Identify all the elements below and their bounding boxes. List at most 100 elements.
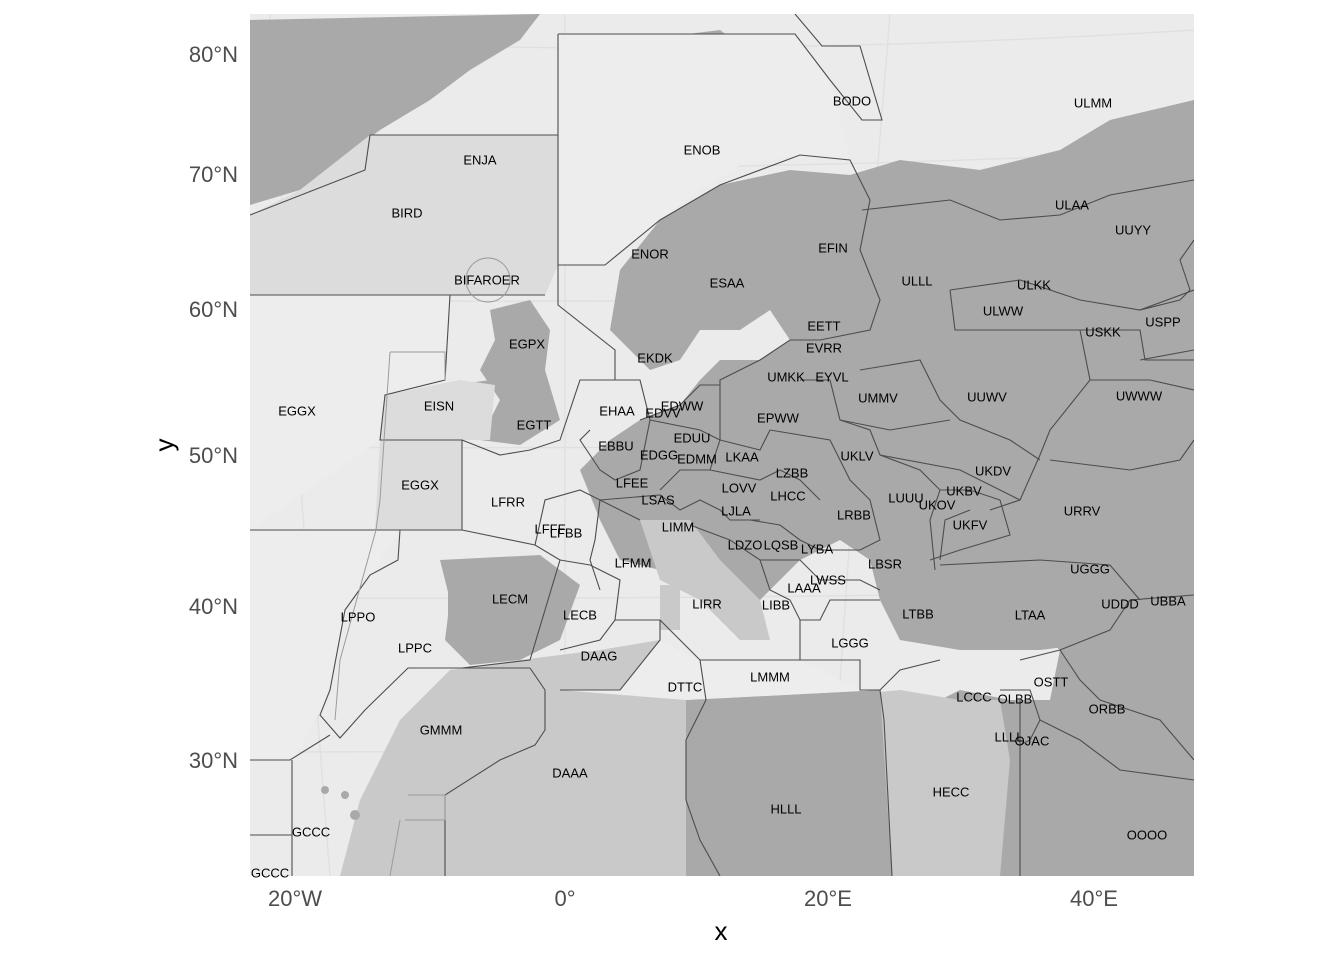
fir-label: GMMM — [420, 722, 463, 737]
fir-label: LPPO — [341, 609, 376, 624]
fir-label: USKK — [1085, 324, 1121, 339]
fir-label: EGGX — [401, 477, 439, 492]
fir-label: ULWW — [983, 303, 1024, 318]
x-tick-label: 40°E — [1070, 886, 1118, 911]
fir-label: LYBA — [801, 541, 834, 556]
fir-label: EGTT — [517, 417, 552, 432]
fir-label: EVRR — [806, 340, 842, 355]
fir-label: UKFV — [953, 517, 988, 532]
fir-label: LLLL — [995, 729, 1024, 744]
fir-fills — [250, 34, 880, 760]
fir-label: BIRD — [391, 205, 422, 220]
fir-label: LMMM — [750, 669, 790, 684]
fir-label: LSAS — [641, 492, 675, 507]
fir-label: ORBB — [1089, 701, 1126, 716]
fir-label: LFFF — [534, 521, 565, 536]
fir-label: EDGG — [640, 447, 678, 462]
fir-label: ULKK — [1017, 277, 1051, 292]
fir-label: OLBB — [998, 691, 1033, 706]
fir-label: LIBB — [762, 597, 790, 612]
fir-label: LPPC — [398, 640, 432, 655]
fir-label: LUUU — [888, 490, 923, 505]
fir-label: ENOB — [684, 142, 721, 157]
fir-label: UGGG — [1070, 561, 1110, 576]
x-axis-title: x — [715, 916, 728, 946]
fir-label: GCCC — [292, 824, 330, 839]
fir-label: USPP — [1145, 314, 1180, 329]
fir-label: LWSS — [810, 572, 846, 587]
fir-label: EBBU — [598, 438, 633, 453]
fir-label: EETT — [807, 318, 840, 333]
x-tick-label: 20°W — [268, 886, 322, 911]
fir-label: DAAG — [581, 648, 618, 663]
fir-label: UBBA — [1150, 593, 1186, 608]
fir-label: DTTC — [668, 679, 703, 694]
fir-label: LZBB — [776, 465, 809, 480]
fir-label: UDDD — [1101, 596, 1139, 611]
fir-label: LKAA — [725, 449, 759, 464]
y-tick-label: 70°N — [189, 162, 238, 187]
fir-label: LTAA — [1015, 607, 1046, 622]
fir-label: HLLL — [770, 801, 801, 816]
fir-label: LQSB — [764, 537, 799, 552]
fir-label: LIRR — [692, 596, 722, 611]
land-masses — [250, 14, 1194, 876]
fir-label: LOVV — [722, 480, 757, 495]
x-tick-label: 20°E — [804, 886, 852, 911]
fir-label: BODO — [833, 93, 871, 108]
y-tick-label: 30°N — [189, 748, 238, 773]
fir-label: LTBB — [902, 606, 934, 621]
fir-label: LAAA — [787, 580, 821, 595]
fir-label: UMMV — [858, 390, 898, 405]
fir-label: UKBV — [946, 483, 982, 498]
fir-label: BIFAROER — [454, 272, 520, 287]
y-tick-label: 50°N — [189, 443, 238, 468]
fir-label: EDMM — [677, 451, 717, 466]
fir-label: UWWW — [1116, 388, 1163, 403]
fir-label: ENOR — [631, 246, 669, 261]
fir-label: LGGG — [831, 635, 869, 650]
fir-label: ULLL — [901, 273, 932, 288]
fir-label: LBSR — [868, 556, 902, 571]
fir-label: EKDK — [637, 350, 673, 365]
fir-label: UKOV — [919, 497, 956, 512]
fir-label: EDWW — [661, 398, 704, 413]
x-tick-label: 0° — [554, 886, 575, 911]
fir-label: LIMM — [662, 519, 695, 534]
fir-soft-borders — [334, 257, 511, 876]
fir-label: LFEE — [616, 475, 649, 490]
fir-label: LJLA — [721, 503, 751, 518]
fir-label: ESAA — [710, 275, 745, 290]
fir-label: URRV — [1064, 503, 1101, 518]
fir-label: ENJA — [463, 152, 497, 167]
y-tick-label: 60°N — [189, 297, 238, 322]
fir-label: OSTT — [1034, 674, 1069, 689]
fir-label: LECB — [563, 607, 597, 622]
fir-label: LFRR — [491, 494, 525, 509]
fir-label: OOOO — [1127, 827, 1167, 842]
y-axis: 80°N 70°N 60°N 50°N 40°N 30°N — [189, 42, 238, 773]
fir-label: LFMM — [615, 555, 652, 570]
fir-label: UMKK — [767, 369, 805, 384]
fir-label: EYVL — [815, 369, 848, 384]
fir-label: LHCC — [770, 488, 805, 503]
fir-label: EPWW — [757, 410, 800, 425]
fir-labels: BODO ULMM ENJA ENOB ULAA UUYY BIRD EFIN … — [251, 93, 1186, 880]
fir-label: EGGX — [278, 403, 316, 418]
fir-label: UUYY — [1115, 222, 1151, 237]
fir-label: EDUU — [674, 430, 711, 445]
fir-label: EDVV — [645, 405, 681, 420]
fir-label: UKDV — [975, 463, 1011, 478]
fir-label: ULMM — [1074, 95, 1112, 110]
fir-label: HECC — [933, 784, 970, 799]
fir-label: LFBB — [550, 525, 583, 540]
fir-label: GCCC — [251, 865, 289, 880]
x-axis: 20°W 0° 20°E 40°E — [268, 886, 1118, 911]
y-axis-title: y — [149, 439, 179, 452]
fir-label: LDZO — [728, 537, 763, 552]
fir-label: EISN — [424, 398, 454, 413]
fir-label: UUWV — [967, 389, 1007, 404]
fir-label: UKLV — [841, 448, 874, 463]
y-tick-label: 80°N — [189, 42, 238, 67]
